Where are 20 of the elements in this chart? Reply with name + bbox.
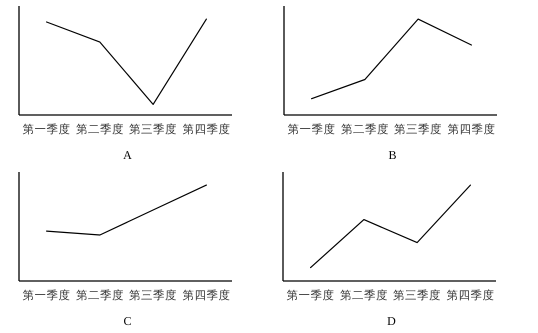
x-tick-label: 第二季度 [76, 290, 124, 302]
x-tick-label: 第一季度 [286, 290, 335, 302]
x-tick-label: 第三季度 [129, 290, 178, 302]
x-tick-label: 第二季度 [340, 290, 388, 302]
x-tick-label: 第二季度 [340, 124, 389, 136]
x-tick-label: 第四季度 [446, 290, 494, 302]
x-tick-label: 第一季度 [288, 124, 336, 136]
x-tick-label: 第四季度 [182, 124, 230, 136]
x-tick-label: 第四季度 [447, 124, 496, 136]
x-tick-label: 第一季度 [22, 124, 71, 136]
x-tick-label: 第三季度 [129, 124, 178, 136]
x-tick-label: 第三季度 [394, 124, 442, 136]
x-tick-label: 第四季度 [182, 290, 230, 302]
xlabel: C [124, 314, 132, 328]
x-tick-label: 第三季度 [393, 290, 442, 302]
xlabel: A [123, 148, 132, 162]
xlabel: D [387, 314, 396, 328]
x-tick-label: 第二季度 [76, 124, 124, 136]
xlabel: B [388, 148, 396, 162]
x-tick-label: 第一季度 [22, 290, 71, 302]
